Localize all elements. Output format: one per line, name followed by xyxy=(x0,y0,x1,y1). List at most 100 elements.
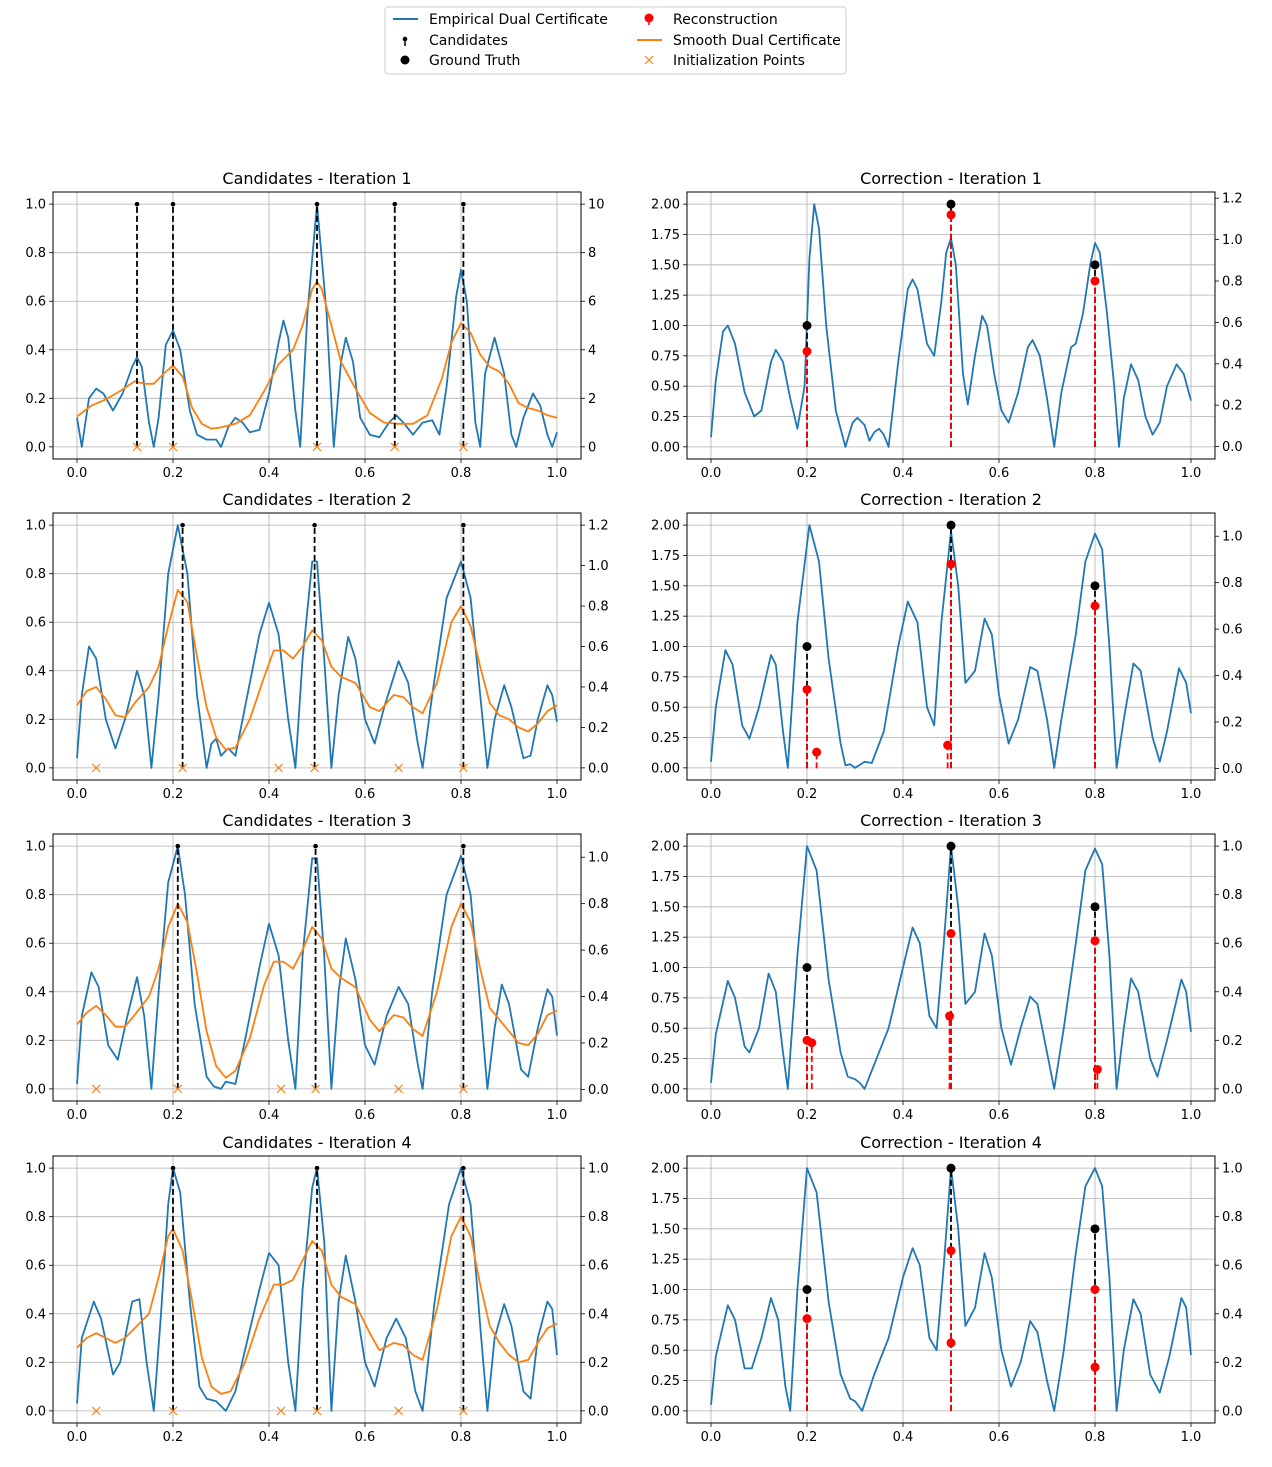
y2-tick-label: 1.0 xyxy=(588,559,609,574)
y-tick-label: 1.75 xyxy=(651,1192,680,1207)
subplot-title: Correction - Iteration 4 xyxy=(860,1133,1042,1152)
empirical-dual-certificate-line xyxy=(76,524,558,769)
subplot-grid: Candidates - Iteration 1 0.0 0.2 0.4 0.6 0.8 1… xyxy=(25,169,1242,1445)
legend-label: Initialization Points xyxy=(673,53,805,69)
y-tick-label: 1.75 xyxy=(651,228,680,243)
y2-tick-label: 0.6 xyxy=(588,640,609,655)
y2-tick-label: 0.0 xyxy=(1222,762,1243,777)
ground-truth-marker xyxy=(1090,1224,1100,1234)
x-tick-label: 0.2 xyxy=(797,1430,818,1445)
y-tick-label: 0.8 xyxy=(25,246,46,261)
reconstruction-marker xyxy=(1092,1064,1102,1074)
axes-frame xyxy=(686,191,1216,460)
x-tick-label: 0.6 xyxy=(355,466,376,481)
initialization-point xyxy=(168,442,178,452)
y2-tick-label: 0.0 xyxy=(588,1404,609,1419)
initialization-point xyxy=(173,1084,183,1094)
legend-label: Candidates xyxy=(429,33,508,49)
initialization-point xyxy=(458,1084,468,1094)
initialization-point xyxy=(178,763,188,773)
y2-tick-label: 0.2 xyxy=(1222,399,1243,414)
y-tick-label: 0.6 xyxy=(25,937,46,952)
subplot-title: Candidates - Iteration 3 xyxy=(222,811,411,830)
initialization-point xyxy=(276,1084,286,1094)
ground-truth-marker xyxy=(802,963,812,972)
y2-tick-label: 0.6 xyxy=(588,944,609,959)
y-tick-label: 0.25 xyxy=(651,731,680,746)
x-tick-label: 0.0 xyxy=(701,787,722,802)
x-tick-label: 0.2 xyxy=(797,1108,818,1123)
candidate-marker xyxy=(461,522,466,528)
grid xyxy=(53,513,581,780)
initialization-point xyxy=(91,1084,101,1094)
y-tick-label: 1.25 xyxy=(651,931,680,946)
initialization-point xyxy=(311,1084,320,1094)
x-tick-label: 0.8 xyxy=(451,1430,472,1445)
y-tick-label: 1.75 xyxy=(651,549,680,564)
y2-tick-label: 0.4 xyxy=(1222,985,1243,1000)
y2-tick-label: 1.0 xyxy=(588,851,609,866)
y-tick-label: 0.00 xyxy=(651,1404,680,1419)
x-tick-label: 0.0 xyxy=(67,1430,88,1445)
x-tick-label: 0.6 xyxy=(989,787,1010,802)
reconstruction-marker xyxy=(802,684,812,694)
y-tick-label: 0.0 xyxy=(25,440,46,455)
subplot: Candidates - Iteration 4 0.0 0.2 0.4 0.6 0.8 1… xyxy=(25,1133,608,1445)
reconstruction-marker xyxy=(1090,601,1100,611)
y-tick-label: 0.8 xyxy=(25,888,46,903)
legend-label: Reconstruction xyxy=(673,12,778,28)
y-tick-label: 1.0 xyxy=(25,519,46,534)
candidate-marker xyxy=(170,1165,176,1171)
y-tick-label: 0.75 xyxy=(651,349,680,364)
y-tick-label: 0.0 xyxy=(25,1082,46,1097)
x-tick-label: 0.4 xyxy=(259,1430,280,1445)
x-tick-label: 0.6 xyxy=(989,1108,1010,1123)
initialization-point xyxy=(91,1406,101,1416)
x-tick-label: 1.0 xyxy=(1181,787,1202,802)
y-tick-label: 0.4 xyxy=(25,985,46,1000)
ground-truth-marker xyxy=(802,321,812,330)
candidate-marker xyxy=(180,522,185,528)
axes-frame xyxy=(52,1155,582,1424)
x-tick-label: 0.4 xyxy=(893,1108,914,1123)
y-tick-label: 1.25 xyxy=(651,1253,680,1268)
y-tick-label: 0.00 xyxy=(651,761,680,776)
y2-tick-label: 0.0 xyxy=(588,1083,609,1098)
subplot-title: Candidates - Iteration 1 xyxy=(222,169,411,188)
legend-label: Empirical Dual Certificate xyxy=(429,12,608,28)
empirical-dual-certificate-line xyxy=(76,1167,558,1412)
axes-frame xyxy=(686,833,1216,1102)
legend-label: Ground Truth xyxy=(429,53,520,69)
x-tick-label: 0.2 xyxy=(163,466,184,481)
y2-tick-label: 0.0 xyxy=(1222,1404,1243,1419)
y2-tick-label: 0.2 xyxy=(1222,1034,1243,1049)
y-tick-label: 0.50 xyxy=(651,701,680,716)
y-tick-label: 2.00 xyxy=(651,198,680,213)
y2-tick-label: 10 xyxy=(588,198,605,213)
y2-tick-label: 0.4 xyxy=(588,680,609,695)
reconstruction-marker xyxy=(946,210,956,220)
x-tick-label: 0.2 xyxy=(163,1108,184,1123)
legend: Empirical Dual Certificate Candidates Grou… xyxy=(384,6,847,75)
reconstruction-marker xyxy=(945,1011,955,1021)
axes-frame xyxy=(686,512,1216,781)
x-tick-label: 0.2 xyxy=(163,787,184,802)
y-tick-label: 1.25 xyxy=(651,610,680,625)
y-tick-label: 0.75 xyxy=(651,991,680,1006)
initialization-point xyxy=(274,763,284,773)
smooth-dual-certificate-line xyxy=(76,902,558,1079)
subplot: Correction - Iteration 2 0.0 0.2 0.4 0.6 0.8 1… xyxy=(651,490,1243,802)
reconstruction-marker xyxy=(946,559,956,569)
legend-dot-swatch xyxy=(400,55,410,65)
candidate-marker xyxy=(313,843,318,849)
x-tick-label: 0.6 xyxy=(989,1430,1010,1445)
y2-tick-label: 0.8 xyxy=(588,600,609,615)
subplot-title: Correction - Iteration 1 xyxy=(860,169,1042,188)
x-tick-label: 0.0 xyxy=(67,787,88,802)
legend-cross-swatch xyxy=(644,55,654,65)
x-tick-label: 0.8 xyxy=(1085,1430,1106,1445)
x-tick-label: 0.6 xyxy=(355,1108,376,1123)
x-tick-label: 1.0 xyxy=(547,466,568,481)
y-tick-label: 0.25 xyxy=(651,1374,680,1389)
candidate-marker xyxy=(314,201,320,207)
